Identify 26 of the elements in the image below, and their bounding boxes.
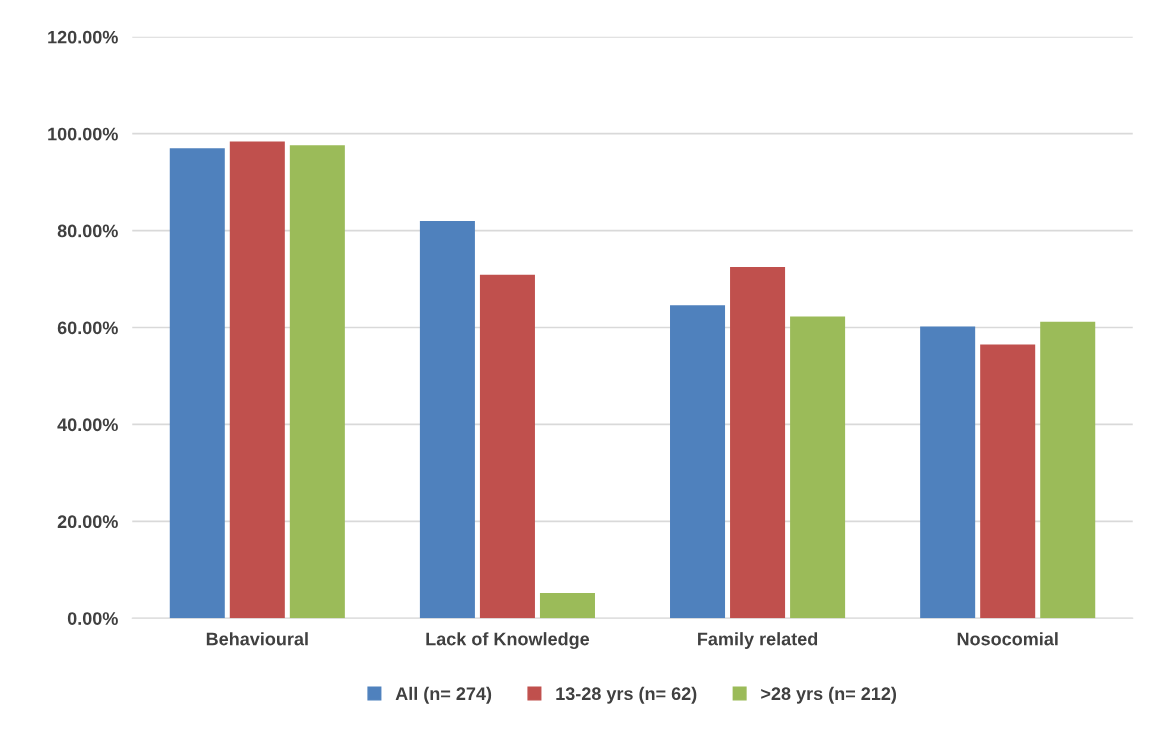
bar	[730, 266, 786, 619]
bar	[790, 316, 846, 619]
bar	[980, 344, 1036, 619]
x-tick-label: Nosocomial	[957, 632, 1058, 646]
legend-label: 13-28 yrs (n= 62)	[556, 686, 697, 704]
x-tick-label: Lack of Knowledge	[426, 632, 590, 650]
bar	[479, 274, 535, 619]
y-tick-label: 120.00%	[48, 30, 118, 44]
legend-label: All (n= 274)	[395, 686, 492, 704]
y-tick-label: 40.00%	[57, 418, 118, 432]
bar	[419, 220, 475, 619]
x-tick-label: Family related	[698, 632, 818, 649]
bar	[539, 593, 595, 619]
bar	[920, 326, 976, 619]
bar	[289, 145, 345, 619]
y-tick-label: 0.00%	[67, 612, 118, 625]
bar	[1040, 321, 1096, 619]
y-tick-label: 20.00%	[57, 515, 118, 529]
bar	[169, 148, 225, 619]
bar	[670, 305, 726, 619]
bar	[229, 141, 285, 619]
y-tick-label: 60.00%	[57, 321, 118, 335]
x-tick-label: Behavioural	[206, 632, 308, 646]
legend-label: >28 yrs (n= 212)	[761, 686, 897, 704]
y-tick-label: 80.00%	[57, 224, 118, 238]
y-tick-label: 100.00%	[48, 127, 118, 141]
